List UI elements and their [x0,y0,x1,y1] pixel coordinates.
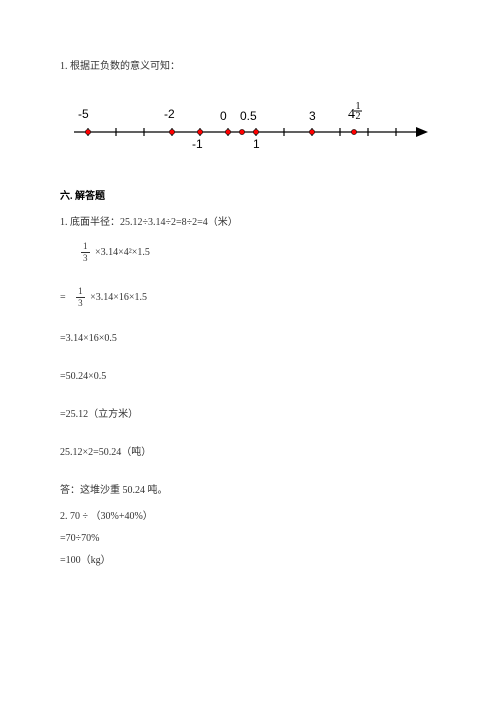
q1-step2-rest: ×3.14×16×1.5 [90,292,147,303]
eq-prefix: = [60,292,66,303]
fraction-icon: 1 3 [76,287,85,308]
svg-text:2: 2 [356,111,361,122]
fraction-icon: 1 3 [81,242,90,263]
q1-step6: 25.12×2=50.24（吨） [60,446,440,460]
svg-text:0.5: 0.5 [240,109,257,123]
svg-text:-2: -2 [164,107,175,121]
q1-step1: 1 3 ×3.14×4²×1.5 [60,242,440,263]
q1-step4: =50.24×0.5 [60,370,440,384]
numberline-figure: -5-2-100.513412 [56,98,440,167]
q1-step3: =3.14×16×0.5 [60,332,440,346]
q1-step2: = 1 3 ×3.14×16×1.5 [60,287,440,308]
svg-text:-1: -1 [192,137,203,151]
intro-text: 1. 根据正负数的意义可知： [60,60,440,74]
q1-step1-rest: ×3.14×4²×1.5 [95,247,150,258]
frac-den: 3 [76,297,85,308]
q2-line2: =70÷70% [60,532,440,546]
frac-num: 1 [81,242,90,252]
frac-den: 3 [81,252,90,263]
svg-text:4: 4 [348,107,355,122]
svg-text:3: 3 [309,109,316,123]
section-6-title: 六. 解答题 [60,187,440,202]
q2-line3: =100（kg） [60,554,440,568]
q2-line1: 2. 70 ÷ （30%+40%） [60,510,440,524]
q1-radius-line: 1. 底面半径：25.12÷3.14÷2=8÷2=4（米） [60,216,440,230]
q1-answer: 答：这堆沙重 50.24 吨。 [60,484,440,498]
svg-text:1: 1 [253,137,260,151]
svg-text:-5: -5 [78,107,89,121]
frac-num: 1 [76,287,85,297]
q1-step5: =25.12（立方米） [60,408,440,422]
svg-text:0: 0 [220,109,227,123]
numberline-svg: -5-2-100.513412 [56,98,436,162]
